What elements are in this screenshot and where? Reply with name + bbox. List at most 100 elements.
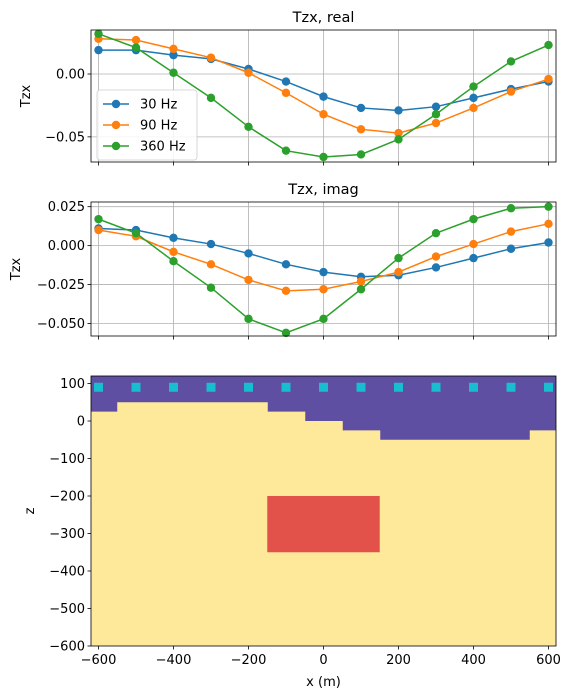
data-point	[394, 128, 403, 138]
y-tick-label: −0.05	[45, 130, 85, 145]
receiver-marker	[431, 382, 441, 392]
data-point	[206, 283, 216, 292]
data-point	[544, 40, 553, 50]
data-point	[281, 260, 291, 269]
data-point	[469, 214, 478, 224]
data-point	[94, 45, 103, 55]
data-point	[469, 82, 478, 91]
data-point	[431, 102, 441, 111]
data-point	[319, 314, 328, 324]
y-tick-label: 0	[77, 415, 85, 430]
legend-marker	[111, 120, 121, 130]
data-point	[244, 314, 253, 324]
legend-marker	[111, 141, 121, 151]
data-point	[506, 227, 516, 236]
ground-region	[379, 439, 531, 646]
data-point	[281, 286, 291, 296]
data-point	[244, 275, 253, 285]
y-tick-label: −300	[49, 527, 85, 542]
data-point	[431, 252, 441, 261]
chart-title: Tzx, imag	[287, 182, 359, 198]
ground-region	[91, 411, 118, 646]
receiver-marker	[319, 382, 328, 392]
receiver-marker	[356, 382, 366, 392]
data-point	[94, 214, 103, 224]
y-tick-label: −500	[49, 602, 85, 617]
x-tick-label: 200	[386, 653, 411, 668]
data-point	[94, 225, 103, 235]
data-point	[469, 239, 478, 249]
data-point	[281, 146, 291, 155]
data-point	[431, 118, 441, 128]
data-point	[131, 43, 141, 52]
data-point	[431, 228, 441, 238]
legend-marker	[111, 99, 121, 109]
y-axis-label: Tzx	[9, 257, 24, 281]
data-point	[206, 53, 216, 62]
chart-title: Tzx, real	[292, 10, 355, 26]
data-point	[244, 122, 253, 131]
y-tick-label: −0.025	[37, 278, 85, 293]
conductive-block	[267, 496, 380, 553]
receiver-marker	[169, 382, 178, 392]
data-point	[544, 238, 553, 247]
y-tick-label: 100	[60, 377, 85, 392]
data-point	[281, 88, 291, 98]
data-point	[356, 277, 366, 286]
data-point	[169, 50, 178, 60]
data-point	[469, 103, 478, 113]
receiver-marker	[506, 382, 516, 392]
data-point	[169, 44, 178, 54]
data-point	[506, 244, 516, 253]
data-point	[206, 260, 216, 269]
data-point	[169, 233, 178, 243]
data-point	[506, 87, 516, 96]
data-point	[94, 29, 103, 38]
data-point	[431, 110, 441, 119]
y-tick-label: −100	[49, 452, 85, 467]
x-tick-label: 400	[461, 653, 486, 668]
data-point	[206, 93, 216, 103]
data-point	[356, 285, 366, 294]
data-point	[319, 152, 328, 162]
x-tick-label: −400	[156, 653, 192, 668]
data-point	[544, 202, 553, 211]
legend-label: 30 Hz	[140, 98, 177, 113]
x-tick-label: −600	[81, 653, 117, 668]
data-point	[169, 68, 178, 77]
data-point	[281, 77, 291, 86]
data-point	[244, 68, 253, 77]
data-point	[469, 253, 478, 263]
y-tick-label: −0.050	[37, 317, 85, 332]
data-point	[431, 263, 441, 272]
data-point	[206, 239, 216, 249]
data-point	[506, 57, 516, 66]
x-tick-label: 600	[536, 653, 561, 668]
x-tick-label: 0	[319, 653, 327, 668]
y-axis-label: Tzx	[19, 84, 34, 108]
data-point	[544, 74, 553, 84]
receiver-marker	[94, 382, 103, 392]
y-tick-label: 0.00	[56, 68, 85, 83]
data-point	[394, 106, 403, 115]
legend-box	[96, 89, 198, 161]
receiver-marker	[281, 382, 291, 392]
data-point	[394, 135, 403, 144]
receiver-marker	[469, 382, 478, 392]
data-point	[169, 257, 178, 266]
data-point	[169, 247, 178, 257]
receiver-marker	[544, 382, 553, 392]
legend: 30 Hz 90 Hz 360 Hz	[96, 89, 198, 161]
data-point	[319, 267, 328, 277]
receiver-marker	[244, 382, 253, 392]
receiver-marker	[206, 382, 216, 392]
data-point	[394, 267, 403, 277]
receiver-marker	[394, 382, 403, 392]
data-point	[506, 204, 516, 213]
data-point	[356, 150, 366, 159]
data-point	[131, 228, 141, 238]
data-point	[319, 92, 328, 101]
chart-panel-1: 0.00 −0.05 Tzx, real Tzx 30 Hz 90 Hz 360 Hz	[19, 10, 557, 166]
ground-region	[529, 430, 557, 646]
